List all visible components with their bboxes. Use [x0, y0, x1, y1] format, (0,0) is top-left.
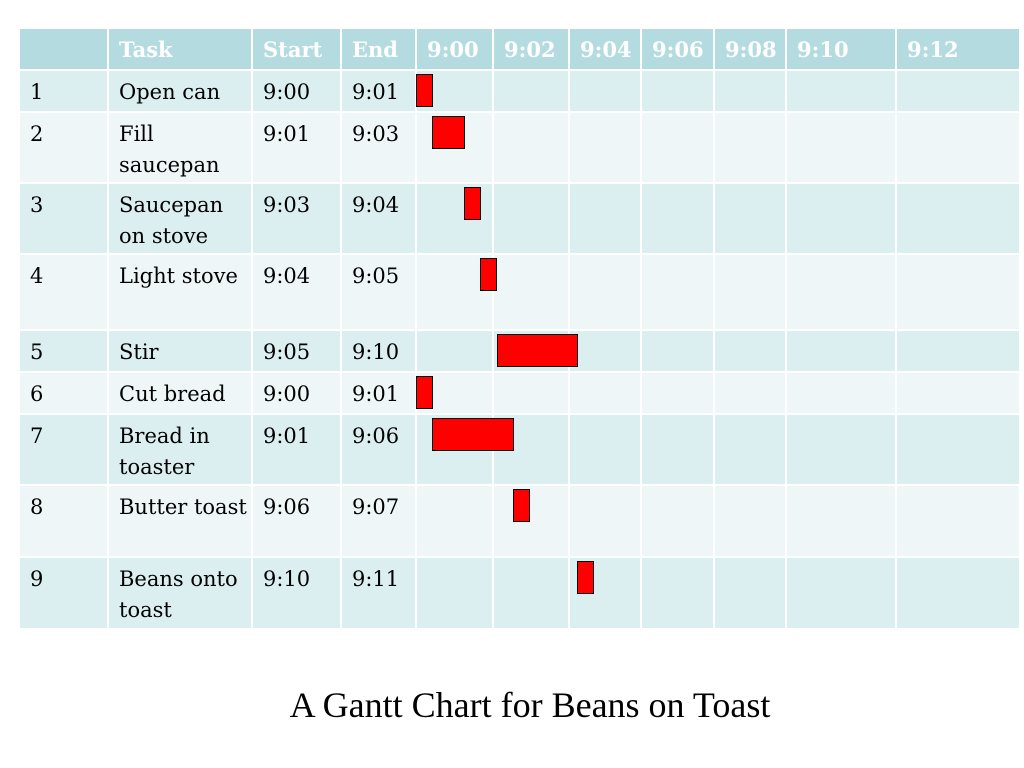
- task-row: 7 Bread in toaster 9:01 9:06: [20, 413, 1021, 485]
- gantt-bar-task-7: [432, 418, 514, 451]
- task-start: 9:10: [252, 556, 342, 628]
- task-end: 9:11: [341, 556, 417, 628]
- header-number: [20, 29, 109, 70]
- task-number: 1: [20, 69, 109, 112]
- task-start: 9:00: [252, 69, 342, 112]
- gantt-bar-task-9: [577, 561, 595, 594]
- task-number: 7: [20, 413, 109, 485]
- task-start: 9:00: [252, 371, 342, 414]
- task-start: 9:04: [252, 253, 342, 330]
- gantt-bar-task-2: [432, 116, 466, 149]
- task-name: Bread in toaster: [108, 413, 253, 485]
- task-start: 9:05: [252, 329, 342, 372]
- task-start: 9:01: [252, 413, 342, 485]
- task-name: Stir: [108, 329, 253, 372]
- time-tick-label: 9:00: [416, 29, 494, 70]
- task-number: 6: [20, 371, 109, 414]
- task-end: 9:01: [341, 69, 417, 112]
- gantt-bar-task-6: [416, 376, 434, 409]
- task-end: 9:03: [341, 111, 417, 183]
- time-tick-label: 9:06: [641, 29, 715, 70]
- task-row: 6 Cut bread 9:00 9:01: [20, 371, 1021, 414]
- task-row: 1 Open can 9:00 9:01: [20, 69, 1021, 112]
- task-end: 9:04: [341, 182, 417, 254]
- header-start: Start: [252, 29, 342, 70]
- header-row: Task Start End 9:00 9:02 9:04 9:06 9:08 …: [20, 29, 1021, 70]
- time-tick-label: 9:08: [714, 29, 787, 70]
- task-name: Butter toast: [108, 484, 253, 557]
- task-row: 3 Saucepan on stove 9:03 9:04: [20, 182, 1021, 254]
- task-number: 3: [20, 182, 109, 254]
- task-rows: 1 Open can 9:00 9:01 2 Fill saucepan 9:0…: [20, 69, 1021, 628]
- task-number: 8: [20, 484, 109, 557]
- task-start: 9:03: [252, 182, 342, 254]
- task-end: 9:07: [341, 484, 417, 557]
- header-end: End: [341, 29, 417, 70]
- task-row: 4 Light stove 9:04 9:05: [20, 253, 1021, 330]
- time-tick-label: 9:02: [493, 29, 570, 70]
- task-end: 9:01: [341, 371, 417, 414]
- task-end: 9:06: [341, 413, 417, 485]
- task-row: 8 Butter toast 9:06 9:07: [20, 484, 1021, 557]
- task-name: Open can: [108, 69, 253, 112]
- task-row: 9 Beans onto toast 9:10 9:11: [20, 556, 1021, 628]
- task-start: 9:06: [252, 484, 342, 557]
- gantt-chart: Task Start End 9:00 9:02 9:04 9:06 9:08 …: [20, 29, 1021, 628]
- task-name: Fill saucepan: [108, 111, 253, 183]
- gantt-bar-task-8: [512, 489, 530, 522]
- task-number: 9: [20, 556, 109, 628]
- task-number: 2: [20, 111, 109, 183]
- task-name: Light stove: [108, 253, 253, 330]
- task-row: 2 Fill saucepan 9:01 9:03: [20, 111, 1021, 183]
- task-name: Saucepan on stove: [108, 182, 253, 254]
- time-tick-label: 9:12: [896, 29, 1021, 70]
- task-name: Cut bread: [108, 371, 253, 414]
- time-tick-label: 9:10: [786, 29, 897, 70]
- header-task: Task: [108, 29, 253, 70]
- task-name: Beans onto toast: [108, 556, 253, 628]
- task-end: 9:05: [341, 253, 417, 330]
- gantt-bar-task-3: [464, 187, 482, 220]
- task-end: 9:10: [341, 329, 417, 372]
- task-number: 5: [20, 329, 109, 372]
- task-start: 9:01: [252, 111, 342, 183]
- time-tick-label: 9:04: [569, 29, 642, 70]
- gantt-bar-task-5: [496, 334, 578, 367]
- chart-title: A Gantt Chart for Beans on Toast: [289, 685, 771, 725]
- task-number: 4: [20, 253, 109, 330]
- gantt-bar-task-1: [416, 74, 434, 107]
- gantt-bar-task-4: [480, 258, 498, 291]
